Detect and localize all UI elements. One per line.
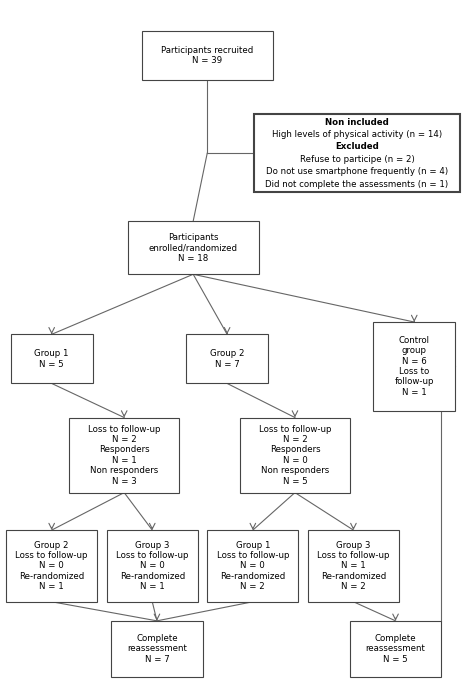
Text: Participants recruited
N = 39: Participants recruited N = 39	[161, 46, 254, 65]
FancyBboxPatch shape	[207, 530, 299, 601]
Text: Did not complete the assessments (n = 1): Did not complete the assessments (n = 1)	[265, 180, 448, 189]
FancyBboxPatch shape	[107, 530, 198, 601]
Text: Complete
reassessment
N = 5: Complete reassessment N = 5	[365, 634, 426, 664]
Text: Refuse to participe (n = 2): Refuse to participe (n = 2)	[300, 155, 414, 164]
FancyBboxPatch shape	[111, 621, 202, 677]
FancyBboxPatch shape	[254, 114, 460, 192]
Text: Do not use smartphone frequently (n = 4): Do not use smartphone frequently (n = 4)	[266, 167, 448, 176]
Text: Group 3
Loss to follow-up
N = 1
Re-randomized
N = 2: Group 3 Loss to follow-up N = 1 Re-rando…	[317, 540, 390, 591]
FancyBboxPatch shape	[374, 322, 455, 411]
FancyBboxPatch shape	[186, 334, 268, 384]
Text: Control
group
N = 6
Loss to
follow-up
N = 1: Control group N = 6 Loss to follow-up N …	[394, 336, 434, 397]
Text: Non included: Non included	[325, 118, 389, 127]
Text: Group 2
Loss to follow-up
N = 0
Re-randomized
N = 1: Group 2 Loss to follow-up N = 0 Re-rando…	[16, 540, 88, 591]
FancyBboxPatch shape	[308, 530, 399, 601]
Text: Complete
reassessment
N = 7: Complete reassessment N = 7	[127, 634, 187, 664]
Text: High levels of physical activity (n = 14): High levels of physical activity (n = 14…	[272, 130, 442, 139]
FancyBboxPatch shape	[128, 221, 259, 274]
Text: Loss to follow-up
N = 2
Responders
N = 1
Non responders
N = 3: Loss to follow-up N = 2 Responders N = 1…	[88, 425, 160, 486]
Text: Participants
enrolled/randomized
N = 18: Participants enrolled/randomized N = 18	[149, 233, 237, 262]
Text: Excluded: Excluded	[335, 142, 379, 151]
FancyBboxPatch shape	[142, 31, 273, 80]
FancyBboxPatch shape	[69, 418, 179, 493]
Text: Group 2
N = 7: Group 2 N = 7	[210, 349, 245, 369]
FancyBboxPatch shape	[11, 334, 92, 384]
Text: Group 1
Loss to follow-up
N = 0
Re-randomized
N = 2: Group 1 Loss to follow-up N = 0 Re-rando…	[217, 540, 289, 591]
FancyBboxPatch shape	[240, 418, 350, 493]
Text: Group 1
N = 5: Group 1 N = 5	[35, 349, 69, 369]
Text: Loss to follow-up
N = 2
Responders
N = 0
Non responders
N = 5: Loss to follow-up N = 2 Responders N = 0…	[259, 425, 331, 486]
Text: Group 3
Loss to follow-up
N = 0
Re-randomized
N = 1: Group 3 Loss to follow-up N = 0 Re-rando…	[116, 540, 189, 591]
FancyBboxPatch shape	[6, 530, 97, 601]
FancyBboxPatch shape	[350, 621, 441, 677]
